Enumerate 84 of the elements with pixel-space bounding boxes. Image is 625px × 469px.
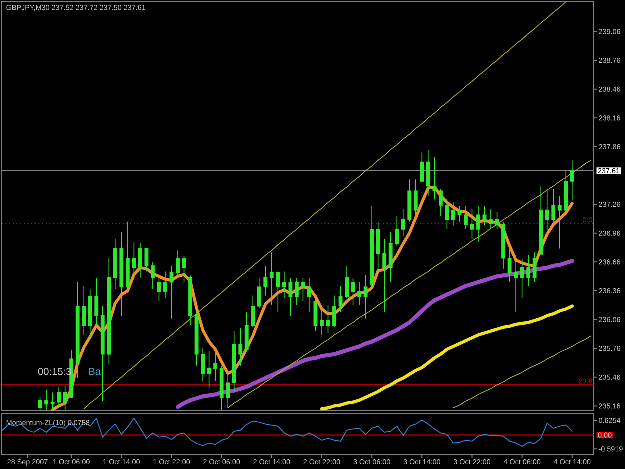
candlestick xyxy=(270,252,274,306)
candlestick xyxy=(201,348,206,382)
candlestick xyxy=(426,149,430,196)
candlestick xyxy=(526,255,531,287)
candlestick xyxy=(464,206,468,230)
candlestick xyxy=(408,179,412,222)
candlestick xyxy=(238,328,243,366)
candlestick xyxy=(100,306,105,402)
candlestick xyxy=(401,208,406,237)
candlestick xyxy=(502,221,506,270)
candlestick xyxy=(351,278,356,306)
candlestick xyxy=(345,266,349,300)
candlestick xyxy=(514,255,518,313)
candlestick xyxy=(451,202,456,226)
candlestick xyxy=(264,266,268,296)
candlestick xyxy=(420,152,424,183)
candlestick xyxy=(438,188,443,216)
candlestick xyxy=(489,208,493,230)
line-series xyxy=(2,418,573,448)
candlestick xyxy=(364,275,368,320)
candlestick xyxy=(82,286,86,336)
candlestick xyxy=(157,278,162,302)
candlestick xyxy=(476,206,480,242)
candlestick xyxy=(370,206,374,287)
candlestick xyxy=(120,232,124,316)
candlestick xyxy=(138,242,142,279)
candlestick xyxy=(144,248,149,272)
candlestick xyxy=(376,221,380,272)
candlestick xyxy=(508,242,512,283)
candlestick xyxy=(288,278,293,316)
candlestick xyxy=(194,312,199,366)
candlestick xyxy=(44,389,49,410)
candlestick xyxy=(126,221,130,290)
candlestick xyxy=(382,238,387,313)
candlestick xyxy=(388,232,393,283)
candlestick xyxy=(226,371,230,409)
candlestick xyxy=(76,282,80,379)
candlestick xyxy=(482,206,487,226)
candlestick xyxy=(532,252,537,283)
candlestick xyxy=(520,258,524,300)
candlestick xyxy=(251,295,256,328)
candlestick xyxy=(395,216,400,246)
candlestick xyxy=(38,397,42,410)
candlestick xyxy=(539,186,544,256)
candlestick xyxy=(564,170,568,213)
candlestick xyxy=(232,330,236,392)
candlestick xyxy=(308,278,312,313)
candlestick xyxy=(207,351,212,388)
candlestick xyxy=(70,350,74,399)
candlestick xyxy=(552,188,556,222)
candlestick xyxy=(320,304,324,336)
candlestick xyxy=(244,312,249,352)
candlestick xyxy=(214,351,218,382)
candlestick xyxy=(301,278,306,302)
candlestick xyxy=(332,295,336,328)
candlestick xyxy=(570,160,574,202)
candlestick xyxy=(282,271,286,300)
candlestick xyxy=(63,386,68,410)
candlestick xyxy=(257,278,262,309)
candlestick xyxy=(57,386,62,408)
line-series xyxy=(320,304,574,411)
candlestick xyxy=(182,256,186,283)
candlestick xyxy=(176,250,180,279)
candlestick xyxy=(220,365,224,410)
candlestick xyxy=(188,275,192,326)
candlestick xyxy=(164,271,168,300)
candlestick xyxy=(107,258,112,364)
candlestick xyxy=(294,278,299,306)
candlestick xyxy=(132,242,136,279)
candlestick xyxy=(414,179,418,222)
candlestick xyxy=(545,188,550,237)
candlestick xyxy=(88,288,92,340)
candlestick xyxy=(445,198,450,230)
candlestick xyxy=(151,262,155,290)
candlestick xyxy=(94,278,99,326)
candlestick xyxy=(558,196,562,250)
line-series xyxy=(453,336,592,409)
candlestick xyxy=(314,298,318,332)
candlestick xyxy=(113,238,118,290)
annotation: Ba xyxy=(89,368,101,376)
candlestick xyxy=(358,282,362,306)
candlestick xyxy=(170,266,174,320)
candlestick xyxy=(276,271,280,313)
line-series xyxy=(228,160,592,409)
